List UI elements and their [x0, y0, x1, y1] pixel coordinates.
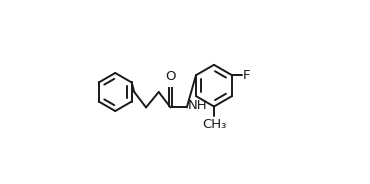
Text: CH₃: CH₃	[202, 118, 226, 131]
Text: NH: NH	[188, 99, 207, 112]
Text: O: O	[165, 70, 176, 83]
Text: F: F	[243, 69, 250, 82]
